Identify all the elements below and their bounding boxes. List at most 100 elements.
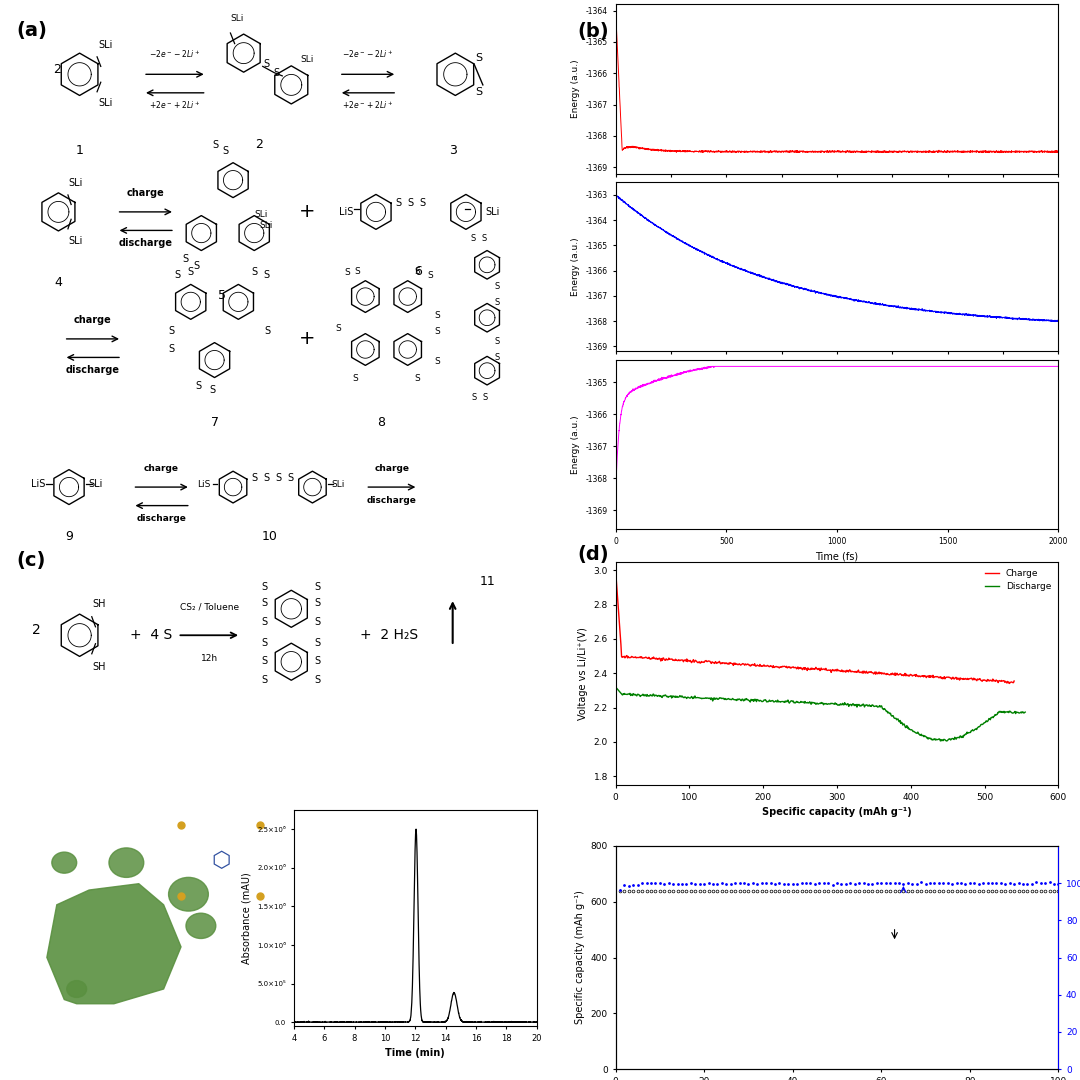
Text: S: S — [434, 311, 440, 320]
Charge — [1003, 677, 1016, 690]
Discharge — [918, 730, 931, 743]
Y-axis label: Energy (a.u.): Energy (a.u.) — [571, 238, 580, 296]
Text: 4: 4 — [54, 276, 63, 289]
Text: SLi: SLi — [68, 237, 82, 246]
Text: S: S — [414, 375, 420, 383]
Text: 2: 2 — [32, 623, 41, 637]
Text: SLi: SLi — [68, 178, 82, 188]
Text: S: S — [210, 384, 215, 395]
Text: S: S — [287, 473, 294, 483]
X-axis label: Time (fs): Time (fs) — [815, 552, 859, 562]
Text: SLi: SLi — [230, 14, 244, 24]
Text: S: S — [475, 86, 482, 97]
Text: S: S — [428, 271, 433, 280]
Text: S: S — [187, 268, 193, 278]
Circle shape — [186, 914, 216, 939]
Text: (c): (c) — [16, 551, 45, 569]
Text: S: S — [261, 675, 268, 685]
Text: S: S — [314, 617, 321, 626]
Text: S: S — [415, 268, 420, 276]
Y-axis label: Energy (a.u.): Energy (a.u.) — [571, 416, 580, 474]
Line: Discharge: Discharge — [616, 687, 1025, 741]
Text: S: S — [275, 473, 282, 483]
Text: SLi: SLi — [330, 480, 345, 489]
Charge — [712, 656, 725, 669]
Text: 9: 9 — [65, 530, 73, 543]
Discharge — [850, 701, 863, 714]
Charge — [843, 665, 856, 678]
Text: S: S — [434, 357, 440, 366]
Text: S: S — [314, 582, 321, 592]
Text: $-2e^- - 2Li^+$: $-2e^- - 2Li^+$ — [342, 49, 394, 60]
Text: S: S — [345, 269, 350, 278]
Text: discharge: discharge — [137, 514, 187, 524]
Text: S: S — [252, 473, 258, 483]
Text: S: S — [264, 473, 269, 483]
Text: SLi: SLi — [259, 220, 273, 230]
Text: S: S — [168, 345, 174, 354]
Text: SLi: SLi — [98, 40, 112, 50]
Text: S: S — [195, 381, 201, 391]
Circle shape — [168, 877, 208, 912]
Text: charge: charge — [144, 464, 179, 473]
Text: 8: 8 — [377, 416, 386, 429]
Text: +: + — [299, 202, 315, 221]
Text: 10: 10 — [262, 530, 278, 543]
Charge — [875, 667, 888, 680]
Y-axis label: Energy (a.u.): Energy (a.u.) — [571, 59, 580, 118]
Text: $+2e^- + 2Li^+$: $+2e^- + 2Li^+$ — [149, 99, 201, 111]
Text: charge: charge — [126, 188, 164, 198]
Text: +  4 S: + 4 S — [130, 629, 172, 643]
Text: (a): (a) — [16, 22, 46, 40]
Text: (d): (d) — [578, 545, 609, 565]
Text: discharge: discharge — [66, 365, 120, 376]
Text: LiS: LiS — [339, 207, 353, 217]
Text: SLi: SLi — [301, 55, 314, 64]
Text: SH: SH — [93, 662, 106, 672]
Text: S: S — [274, 68, 280, 78]
Y-axis label: Voltage vs Li/Li⁺(V): Voltage vs Li/Li⁺(V) — [578, 626, 588, 719]
Charge — [1008, 675, 1021, 688]
Text: 3: 3 — [449, 144, 457, 157]
Text: S: S — [261, 598, 268, 608]
Y-axis label: Specific capacity (mAh g⁻¹): Specific capacity (mAh g⁻¹) — [576, 891, 585, 1025]
Text: charge: charge — [73, 315, 111, 325]
Text: SLi: SLi — [485, 207, 499, 217]
Text: S: S — [264, 270, 269, 280]
Legend: Charge, Discharge: Charge, Discharge — [983, 566, 1054, 594]
Text: SLi: SLi — [98, 98, 112, 108]
Text: S: S — [314, 638, 321, 648]
Charge — [909, 670, 922, 683]
Text: S: S — [261, 638, 268, 648]
Text: S: S — [495, 353, 500, 362]
Text: S: S — [495, 337, 500, 347]
Text: 5: 5 — [218, 289, 227, 302]
Text: S: S — [261, 582, 268, 592]
Text: S: S — [495, 297, 500, 307]
Text: 6: 6 — [415, 266, 422, 279]
Text: S: S — [314, 657, 321, 666]
Text: discharge: discharge — [119, 239, 173, 248]
Text: LiS: LiS — [31, 480, 45, 489]
Text: S: S — [264, 58, 269, 69]
Discharge — [1018, 705, 1031, 718]
Text: S: S — [336, 324, 341, 333]
Text: S: S — [471, 393, 476, 402]
Text: S: S — [470, 234, 475, 243]
Text: 12h: 12h — [201, 653, 218, 663]
Circle shape — [109, 848, 144, 877]
Text: S: S — [408, 198, 414, 207]
Text: charge: charge — [375, 464, 409, 473]
Y-axis label: Absorbance (mAU): Absorbance (mAU) — [242, 873, 252, 963]
Text: S: S — [222, 146, 229, 156]
Text: S: S — [212, 140, 218, 150]
Text: S: S — [261, 657, 268, 666]
Text: discharge: discharge — [367, 496, 417, 505]
Charge — [789, 661, 802, 674]
Text: S: S — [314, 598, 321, 608]
Text: S: S — [395, 198, 402, 207]
Text: S: S — [483, 393, 488, 402]
Text: S: S — [175, 270, 181, 280]
Text: 7: 7 — [211, 416, 218, 429]
Text: 11: 11 — [480, 575, 495, 588]
